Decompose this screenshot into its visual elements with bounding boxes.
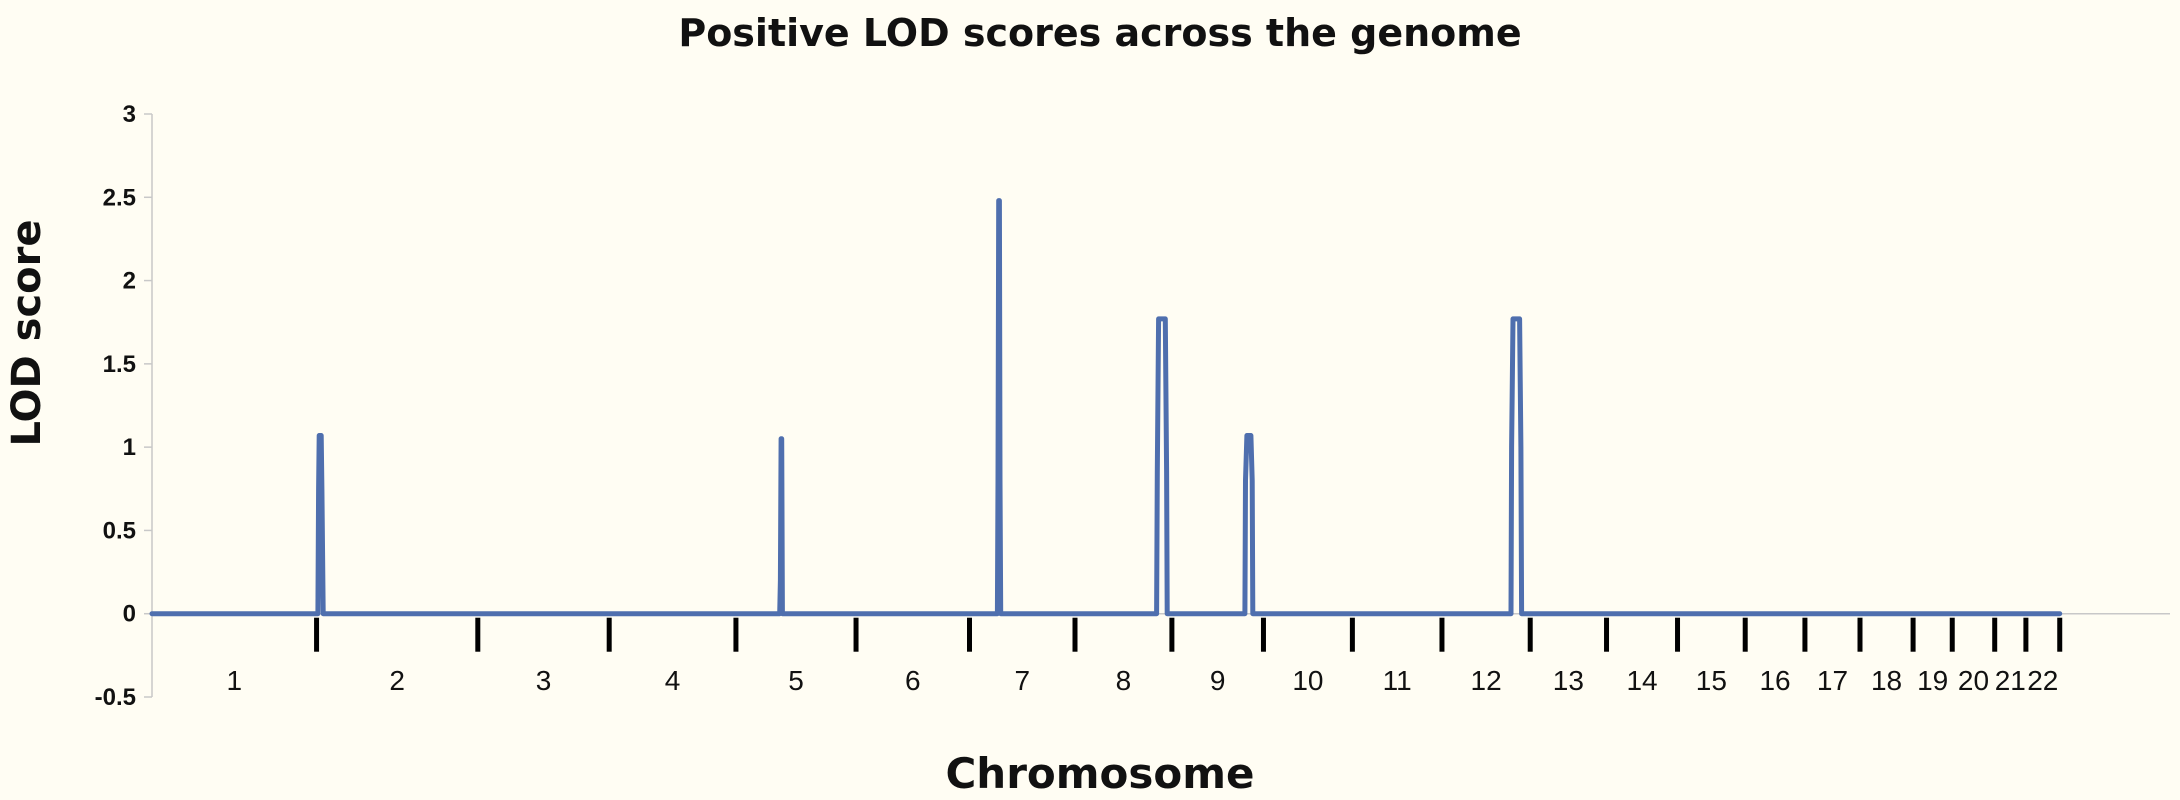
y-tick-label: 3 <box>123 101 136 128</box>
chromosome-label: 8 <box>1116 665 1132 696</box>
chromosome-label: 1 <box>226 665 242 696</box>
chromosome-label: 12 <box>1471 665 1502 696</box>
y-tick-label: 1 <box>123 434 136 461</box>
y-tick-label: 0 <box>123 601 136 628</box>
chart-title: Positive LOD scores across the genome <box>678 11 1521 55</box>
y-tick-label: 1.5 <box>103 351 136 378</box>
chromosome-label: 4 <box>665 665 681 696</box>
y-tick-label: 0.5 <box>103 517 136 544</box>
chromosome-label: 17 <box>1817 665 1848 696</box>
y-tick-label: -0.5 <box>95 684 136 711</box>
chromosome-label: 19 <box>1917 665 1948 696</box>
chromosome-label: 10 <box>1292 665 1323 696</box>
y-tick-label: 2 <box>123 268 136 295</box>
y-tick-label: 2.5 <box>103 184 136 211</box>
chromosome-label: 2 <box>389 665 405 696</box>
chromosome-label: 14 <box>1626 665 1657 696</box>
chromosome-label: 20 <box>1958 665 1989 696</box>
y-axis-title: LOD score <box>4 219 50 446</box>
chromosome-label: 7 <box>1014 665 1030 696</box>
x-axis-title: Chromosome <box>945 749 1254 798</box>
chromosome-label: 18 <box>1871 665 1902 696</box>
chromosome-label: 13 <box>1553 665 1584 696</box>
chromosome-label: 21 <box>1995 665 2026 696</box>
chromosome-label: 9 <box>1210 665 1226 696</box>
chromosome-label: 3 <box>536 665 552 696</box>
chromosome-label: 16 <box>1759 665 1790 696</box>
y-axis-ticks: 3 2.5 2 1.5 1 0.5 0 -0.5 <box>95 101 152 711</box>
chromosome-label: 6 <box>905 665 921 696</box>
chromosome-label: 22 <box>2027 665 2058 696</box>
chromosome-label: 11 <box>1383 665 1412 696</box>
chromosome-label: 15 <box>1696 665 1727 696</box>
chromosome-ticks <box>314 617 2063 652</box>
chromosome-labels: 1 2 3 4 5 6 7 8 9 10 11 12 13 14 15 16 17 18 19 20 21 22 <box>226 665 2058 696</box>
chromosome-label: 5 <box>788 665 804 696</box>
lod-score-series-line <box>149 198 2063 617</box>
